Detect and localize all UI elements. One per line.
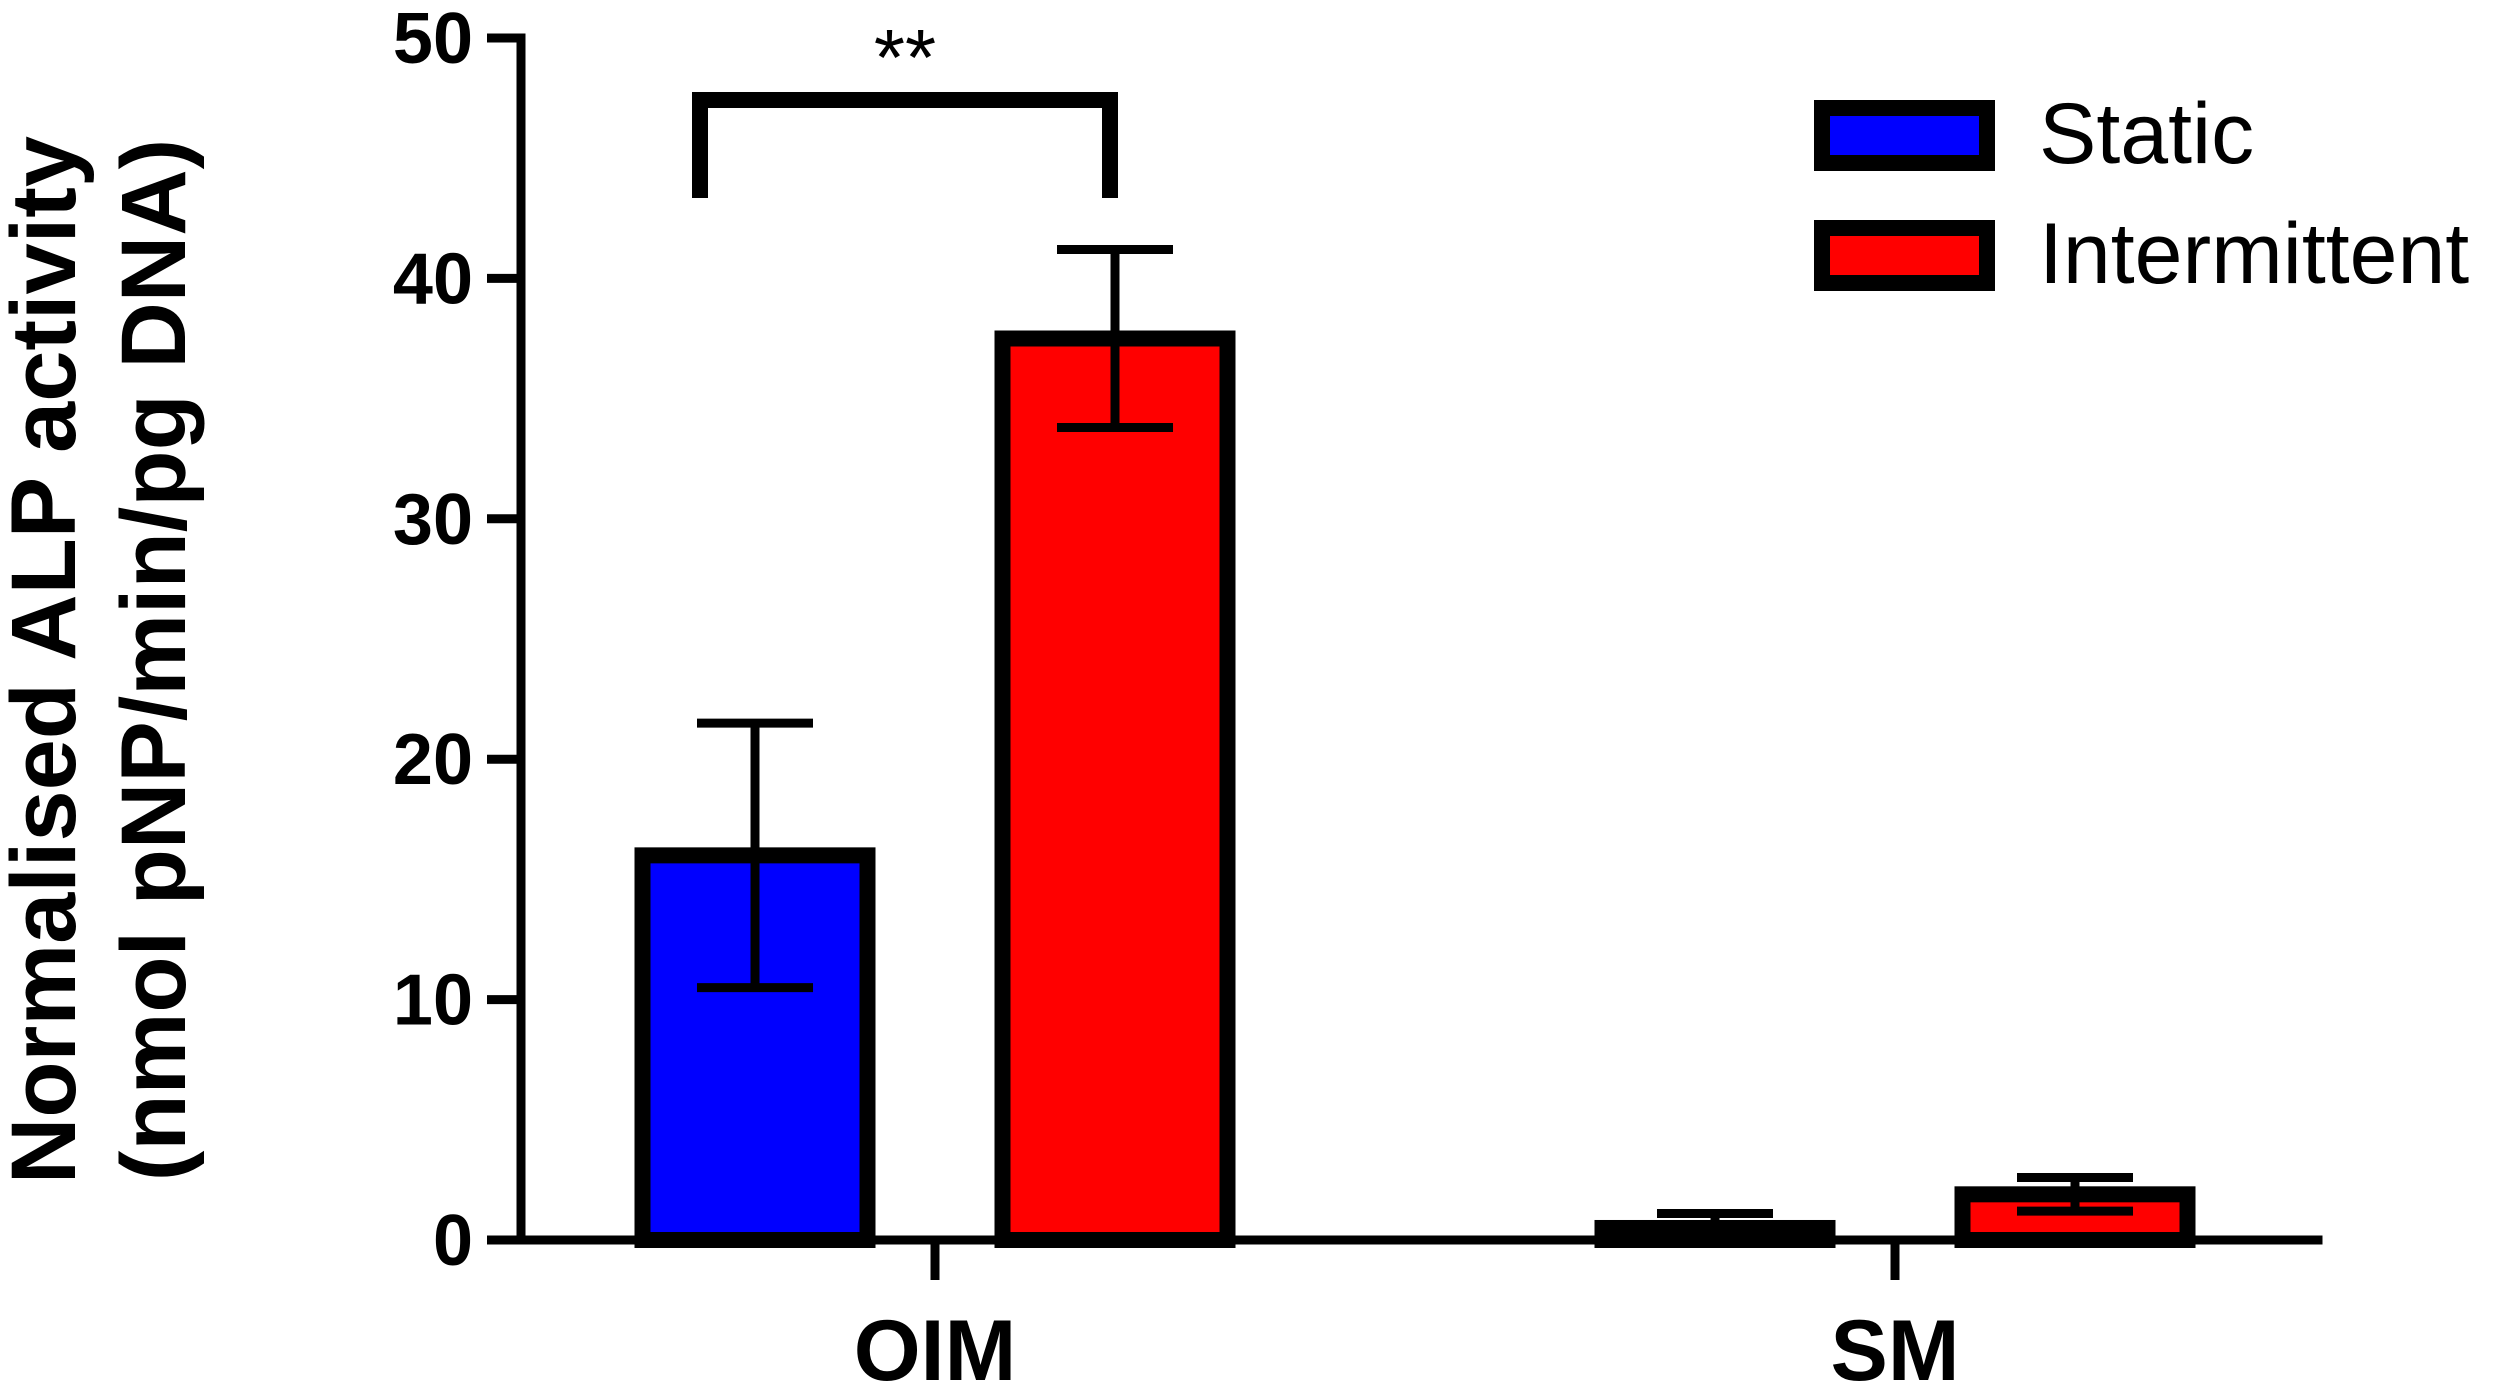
y-axis-label-line2: (nmol pNP/min/pg DNA) — [103, 139, 205, 1182]
legend-label-static: Static — [2039, 86, 2254, 182]
significance-bracket — [692, 92, 1118, 198]
legend: Static Intermittent — [1814, 86, 2469, 302]
legend-swatch-intermittent — [1814, 220, 1995, 291]
x-tick-label: OIM — [854, 1303, 1016, 1385]
y-tick-label: 20 — [393, 720, 473, 800]
x-tick-label: SM — [1831, 1303, 1960, 1385]
legend-swatch-static — [1814, 100, 1995, 171]
significance-annotations: ** — [692, 13, 1118, 198]
bars — [634, 330, 2196, 1248]
y-tick-label: 40 — [393, 239, 473, 319]
bar-intermittent-oim — [994, 330, 1236, 1248]
y-axis: 0 10 20 30 40 50 — [393, 0, 526, 1281]
y-tick-label: 10 — [393, 961, 473, 1041]
error-bars — [697, 245, 2133, 1245]
x-axis: OIM SM — [516, 1235, 2323, 1385]
significance-label: ** — [874, 13, 936, 102]
y-tick-label: 50 — [393, 0, 473, 79]
legend-label-intermittent: Intermittent — [2039, 206, 2469, 302]
y-axis-label: Normalised ALP activity (nmol pNP/min/pg… — [0, 136, 205, 1184]
y-axis-label-line1: Normalised ALP activity — [0, 136, 95, 1184]
y-tick-label: 0 — [433, 1201, 473, 1281]
y-tick-label: 30 — [393, 480, 473, 560]
